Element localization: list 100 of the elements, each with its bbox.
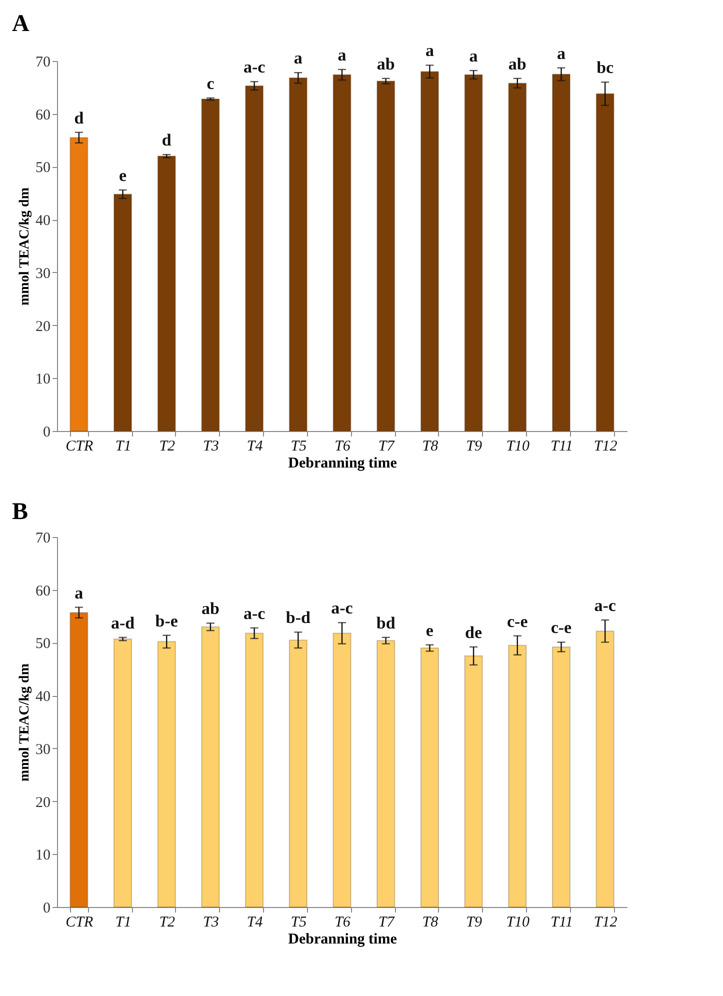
y-tick-label: 60 [36, 107, 50, 124]
y-tick-label: 20 [36, 318, 50, 335]
x-axis-title: Debranning time [288, 456, 398, 472]
data-label: a [425, 41, 434, 60]
data-label: c-e [507, 612, 528, 631]
bar [508, 82, 527, 432]
x-tick-label: T5 [290, 438, 308, 454]
data-label: d [74, 108, 84, 128]
y-tick-label: 10 [36, 848, 50, 864]
y-tick-label: 0 [43, 900, 50, 916]
x-tick-label: T6 [334, 914, 351, 930]
bar [288, 640, 308, 908]
bar [596, 93, 614, 432]
data-label: a-d [110, 613, 136, 632]
x-tick-label: T12 [594, 914, 618, 930]
bar [552, 646, 570, 908]
y-tick-label: 40 [36, 689, 50, 706]
data-label: ab [376, 54, 395, 74]
data-label: bc [596, 58, 614, 78]
bar [70, 137, 88, 432]
bar [508, 644, 527, 908]
y-tick-label: 50 [36, 636, 50, 652]
x-tick-label: T6 [334, 438, 351, 454]
bar [552, 74, 570, 432]
x-tick-label: CTR [66, 438, 94, 454]
bar [245, 632, 264, 908]
data-label: ab [201, 599, 220, 618]
bar [201, 626, 220, 908]
x-tick-label: T8 [422, 914, 439, 930]
y-tick-label: 20 [36, 794, 50, 811]
x-tick-label: CTR [66, 914, 94, 930]
y-tick-label: 30 [36, 266, 50, 282]
x-tick-label: T9 [466, 914, 482, 930]
data-label: a-c [331, 598, 354, 618]
bar [114, 638, 132, 908]
bar [245, 85, 264, 432]
y-tick-label: 70 [36, 54, 50, 70]
bar [332, 632, 352, 908]
bar [157, 156, 176, 432]
x-tick-label: T2 [159, 914, 176, 930]
bar [114, 194, 132, 432]
y-tick-label: 50 [36, 160, 50, 176]
chart-title: B [12, 499, 28, 525]
x-tick-label: T2 [159, 438, 176, 454]
bar [464, 655, 483, 908]
data-label: e [426, 620, 434, 640]
data-label: ab [508, 54, 526, 74]
data-label: a [338, 45, 347, 64]
x-tick-label: T9 [466, 438, 482, 454]
bar [464, 74, 483, 432]
x-tick-label: T10 [506, 914, 530, 930]
y-axis-title: mmol TEAC/kg dm [18, 663, 32, 782]
data-label: a [556, 44, 566, 63]
x-tick-label: T3 [203, 438, 219, 454]
y-tick-label: 10 [36, 372, 50, 388]
x-tick-label: T3 [203, 914, 219, 930]
x-tick-label: T12 [594, 438, 618, 454]
bar [376, 80, 396, 432]
y-tick-label: 60 [36, 583, 50, 600]
data-label: b-d [286, 608, 311, 628]
x-tick-label: T11 [550, 438, 573, 454]
chart-title: A [12, 11, 30, 38]
x-tick-label: T5 [290, 914, 308, 930]
y-tick-label: 30 [36, 742, 50, 758]
x-tick-label: T4 [246, 914, 264, 930]
x-axis-title: Debranning time [288, 932, 398, 948]
bar [332, 74, 352, 432]
y-tick-label: 40 [36, 213, 50, 230]
x-tick-label: T1 [115, 438, 132, 454]
x-tick-label: T7 [378, 914, 396, 930]
bar [596, 630, 614, 908]
data-label: a-c [243, 604, 266, 623]
x-tick-label: T8 [422, 438, 439, 454]
data-label: a [294, 48, 303, 68]
bar [70, 612, 88, 908]
data-label: a [74, 583, 84, 602]
data-label: c [206, 74, 215, 93]
data-label: d [162, 130, 172, 150]
data-label: bd [376, 613, 396, 632]
y-tick-label: 70 [36, 530, 50, 546]
bar [420, 648, 439, 908]
x-tick-label: T11 [550, 914, 573, 930]
data-label: a [469, 46, 478, 66]
data-label: e [118, 166, 127, 185]
data-label: c-e [550, 618, 572, 638]
bar [420, 71, 439, 432]
data-label: de [465, 622, 482, 642]
data-label: a-c [594, 596, 616, 615]
bar [201, 98, 220, 432]
x-tick-label: T4 [246, 438, 264, 454]
data-label: a-c [243, 58, 266, 77]
x-tick-label: T7 [378, 438, 396, 454]
y-tick-label: 0 [43, 424, 50, 440]
bar [288, 77, 308, 432]
y-axis-title: mmol TEAC/kg dm [18, 187, 32, 306]
x-tick-label: T1 [115, 914, 132, 930]
bar [157, 641, 176, 908]
x-tick-label: T10 [506, 438, 530, 454]
data-label: b-e [155, 611, 178, 630]
bar [376, 640, 396, 908]
